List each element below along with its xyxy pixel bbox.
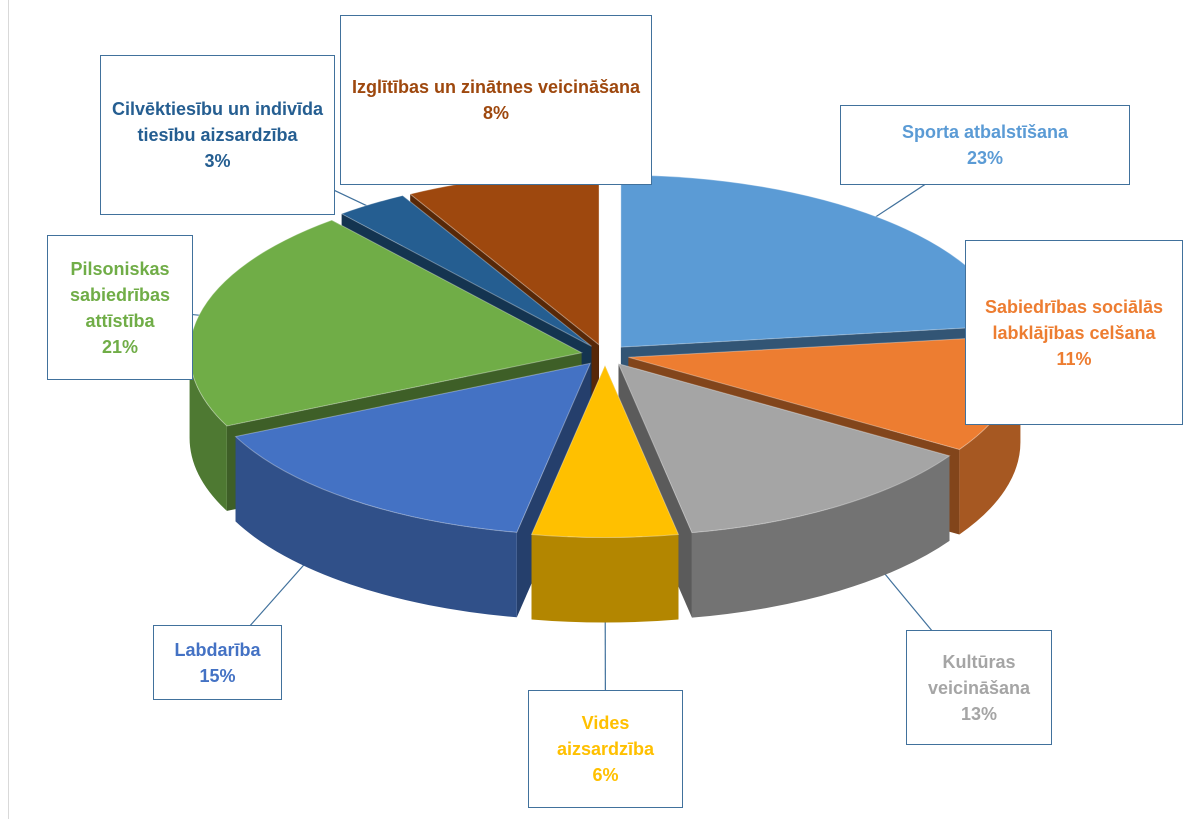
category-label: Pilsoniskas sabiedrības attīstība <box>69 258 171 331</box>
slice <box>234 362 592 533</box>
frame-border <box>8 0 9 819</box>
category-label: Izglītības un zinātnes veicināšana <box>351 77 641 97</box>
value-label: 8% <box>482 103 509 123</box>
data-label: Sporta atbalstīšana 23% <box>840 105 1130 185</box>
category-label: Vides aizsardzība <box>556 713 655 759</box>
value-label: 6% <box>592 765 619 785</box>
slice <box>620 174 1011 348</box>
slice <box>617 362 951 534</box>
value-label: 11% <box>1056 348 1092 369</box>
slice <box>189 219 584 427</box>
slice-side <box>531 534 679 623</box>
data-label: Cilvēktiesību un indivīda tiesību aizsar… <box>100 55 335 215</box>
data-label: Vides aizsardzība 6% <box>528 690 683 808</box>
value-label: 15% <box>199 665 236 686</box>
value-label: 13% <box>960 703 998 724</box>
category-label: Sabiedrības sociālās labklājības celšana <box>984 296 1164 343</box>
data-label: Sabiedrības sociālās labklājības celšana… <box>965 240 1183 425</box>
category-label: Kultūras veicināšana <box>927 651 1031 698</box>
value-label: 3% <box>204 151 231 171</box>
data-label: Kultūras veicināšana 13% <box>906 630 1052 745</box>
slice-side <box>691 455 950 618</box>
slice <box>530 364 680 623</box>
slice-side <box>959 357 1021 535</box>
data-label: Labdarība 15% <box>153 625 282 700</box>
category-label: Cilvēktiesību un indivīda tiesību aizsar… <box>111 99 324 145</box>
value-label: 23% <box>966 148 1004 168</box>
slice <box>530 364 680 538</box>
category-label: Labdarība <box>174 639 261 660</box>
slice-side <box>235 436 517 618</box>
slice <box>617 362 951 618</box>
value-label: 21% <box>101 336 139 357</box>
data-label: Pilsoniskas sabiedrības attīstība 21% <box>47 235 193 380</box>
category-label: Sporta atbalstīšana <box>901 122 1069 142</box>
slice-side <box>189 352 227 511</box>
data-label: Izglītības un zinātnes veicināšana 8% <box>340 15 652 185</box>
slice <box>340 195 592 347</box>
